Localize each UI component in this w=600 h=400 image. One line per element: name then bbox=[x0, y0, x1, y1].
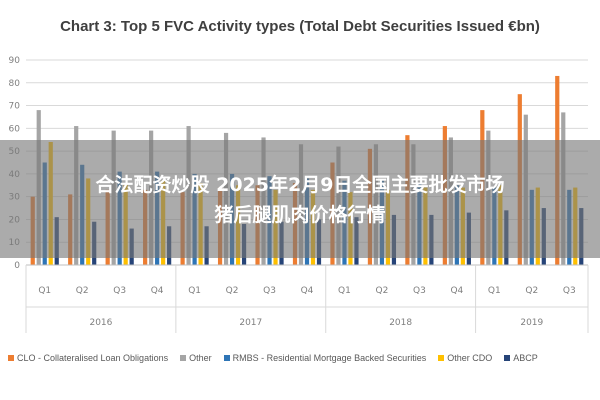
group-label: 2019 bbox=[520, 318, 543, 328]
x-tick-label: Q2 bbox=[525, 286, 538, 296]
group-label: 2017 bbox=[239, 318, 262, 328]
x-tick-label: Q1 bbox=[488, 286, 501, 296]
group-label: 2016 bbox=[89, 318, 112, 328]
x-tick-label: Q4 bbox=[151, 286, 164, 296]
overlay-text: 合法配资炒股 2025年2月9日全国主要批发市场 猪后腿肌肉价格行情 bbox=[0, 170, 600, 230]
legend-label: RMBS - Residential Mortgage Backed Secur… bbox=[232, 353, 427, 363]
y-tick-label: 60 bbox=[9, 124, 21, 134]
x-tick-label: Q4 bbox=[450, 286, 463, 296]
x-tick-label: Q3 bbox=[263, 286, 276, 296]
y-tick-label: 70 bbox=[9, 102, 21, 112]
chart-title: Chart 3: Top 5 FVC Activity types (Total… bbox=[60, 18, 540, 35]
x-tick-label: Q1 bbox=[338, 286, 351, 296]
x-tick-label: Q3 bbox=[113, 286, 126, 296]
legend-item: Other bbox=[180, 353, 212, 363]
legend-swatch bbox=[438, 355, 445, 361]
x-tick-label: Q3 bbox=[563, 286, 576, 296]
x-tick-label: Q1 bbox=[188, 286, 201, 296]
x-tick-label: Q2 bbox=[76, 286, 89, 296]
x-tick-label: Q4 bbox=[301, 286, 314, 296]
legend-item: ABCP bbox=[504, 353, 538, 363]
legend-label: Other CDO bbox=[447, 353, 493, 363]
y-tick-label: 90 bbox=[9, 56, 21, 66]
x-tick-label: Q1 bbox=[38, 286, 51, 296]
legend-item: CLO - Collateralised Loan Obligations bbox=[8, 353, 168, 363]
y-tick-label: 0 bbox=[14, 261, 20, 271]
legend-swatch bbox=[180, 355, 187, 361]
x-tick-label: Q2 bbox=[226, 286, 239, 296]
legend-swatch bbox=[504, 355, 511, 361]
legend-label: ABCP bbox=[513, 353, 538, 363]
legend-item: Other CDO bbox=[438, 353, 492, 363]
group-label: 2018 bbox=[389, 318, 412, 328]
y-tick-label: 80 bbox=[9, 79, 21, 89]
chart-legend: CLO - Collateralised Loan Obligations Oth… bbox=[8, 353, 598, 363]
overlay-line-2: 猪后腿肌肉价格行情 bbox=[214, 204, 386, 226]
overlay-line-1: 合法配资炒股 2025年2月9日全国主要批发市场 bbox=[95, 174, 505, 196]
overlay-banner bbox=[0, 140, 600, 258]
x-tick-label: Q2 bbox=[376, 286, 389, 296]
x-axis: Q1 Q2 Q3 Q4 Q1 Q2 Q3 Q4 Q1 Q2 Q3 Q4 Q1 Q2 Q3 2016 2017 20… bbox=[25, 264, 589, 333]
legend-item: RMBS - Residential Mortgage Backed Secur… bbox=[223, 353, 427, 363]
x-tick-label: Q3 bbox=[413, 286, 426, 296]
legend-label: CLO - Collateralised Loan Obligations bbox=[17, 353, 169, 363]
legend-swatch bbox=[223, 355, 230, 361]
legend-swatch bbox=[8, 355, 14, 361]
legend-label: Other bbox=[189, 353, 212, 363]
